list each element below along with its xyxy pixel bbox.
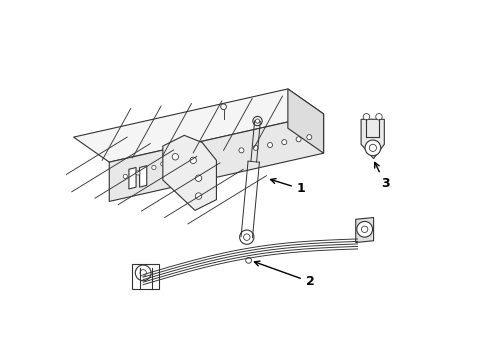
Text: 2: 2 — [254, 261, 315, 288]
Circle shape — [268, 143, 272, 148]
Circle shape — [136, 171, 140, 175]
Circle shape — [369, 144, 376, 152]
Text: 3: 3 — [375, 162, 390, 190]
Polygon shape — [361, 119, 384, 158]
Circle shape — [196, 193, 202, 199]
Circle shape — [190, 157, 196, 163]
Circle shape — [220, 104, 226, 110]
Text: 1: 1 — [270, 179, 306, 195]
Circle shape — [161, 162, 165, 166]
Circle shape — [362, 226, 368, 233]
Circle shape — [172, 154, 178, 160]
Polygon shape — [140, 166, 147, 187]
Circle shape — [253, 116, 262, 126]
Circle shape — [363, 113, 369, 120]
Circle shape — [307, 135, 312, 140]
Polygon shape — [163, 135, 217, 210]
Circle shape — [376, 113, 382, 120]
Polygon shape — [356, 217, 373, 243]
Circle shape — [140, 270, 147, 276]
Polygon shape — [288, 89, 323, 153]
Circle shape — [296, 137, 301, 142]
Circle shape — [135, 265, 151, 281]
Circle shape — [255, 119, 260, 123]
Circle shape — [245, 257, 251, 263]
Polygon shape — [109, 114, 323, 202]
Polygon shape — [74, 89, 323, 162]
Circle shape — [365, 140, 381, 156]
Circle shape — [244, 234, 250, 240]
Circle shape — [123, 174, 127, 179]
Polygon shape — [129, 167, 136, 189]
Circle shape — [282, 140, 287, 145]
Circle shape — [357, 221, 372, 237]
Circle shape — [152, 165, 156, 170]
Circle shape — [240, 230, 254, 244]
Circle shape — [196, 175, 202, 181]
Circle shape — [239, 148, 244, 153]
Circle shape — [253, 145, 258, 150]
